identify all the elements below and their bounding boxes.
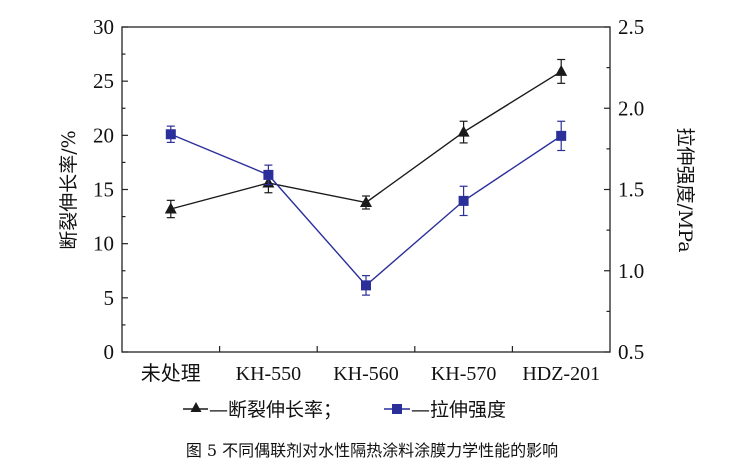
left-tick-label: 15 — [93, 178, 114, 202]
x-category-label: HDZ-201 — [522, 363, 600, 385]
left-tick-label: 25 — [93, 69, 114, 93]
right-tick-label: 1.5 — [618, 178, 644, 202]
data-point-triangle — [164, 202, 177, 214]
series-strength — [165, 120, 567, 296]
legend: —断裂伸长率； —拉伸强度 — [183, 399, 506, 421]
series-line — [170, 70, 562, 210]
legend-label-strength: —拉伸强度 — [411, 399, 506, 421]
series-layer — [164, 58, 568, 296]
legend-square-marker — [392, 404, 402, 414]
legend-triangle-marker — [190, 402, 202, 412]
data-point-triangle — [360, 196, 372, 207]
data-point-square — [165, 129, 176, 140]
left-tick-label: 0 — [104, 340, 115, 364]
series-line — [170, 133, 562, 287]
data-point-square — [263, 169, 274, 180]
right-tick-label: 1.0 — [618, 259, 644, 283]
right-tick-label: 2.5 — [618, 15, 644, 39]
data-point-square — [361, 280, 371, 291]
figure-caption: 图 5 不同偶联剂对水性隔热涂料涂膜力学性能的影响 — [186, 441, 558, 460]
left-tick-label: 30 — [93, 15, 114, 39]
plot-frame — [121, 26, 611, 353]
right-tick-label: 2.0 — [618, 96, 644, 120]
x-category-label: KH-550 — [236, 363, 302, 385]
left-tick-label: 10 — [93, 232, 114, 256]
left-tick-label: 5 — [104, 286, 115, 310]
legend-label-elongation: —断裂伸长率； — [209, 399, 342, 421]
data-point-triangle — [555, 64, 568, 76]
x-category-label: KH-570 — [431, 363, 497, 385]
plot-border — [121, 26, 611, 353]
series-elongation — [164, 58, 568, 219]
right-axis-title: 拉伸强度/MPa — [674, 127, 696, 252]
right-axis-ticks: 0.5 1.0 1.5 2.0 2.5 — [604, 15, 644, 364]
x-axis-ticks: 未处理 KH-550 KH-560 KH-570 HDZ-201 — [141, 346, 600, 385]
x-category-label: KH-560 — [333, 363, 399, 385]
x-category-label: 未处理 — [141, 362, 201, 385]
data-point-triangle — [457, 125, 470, 137]
right-tick-label: 0.5 — [618, 340, 644, 364]
data-point-square — [556, 130, 567, 141]
left-axis-title: 断裂伸长率/% — [58, 130, 80, 249]
left-tick-label: 20 — [93, 123, 114, 147]
left-axis-ticks: 0 5 10 15 20 25 30 — [93, 15, 128, 364]
data-point-square — [458, 195, 469, 206]
